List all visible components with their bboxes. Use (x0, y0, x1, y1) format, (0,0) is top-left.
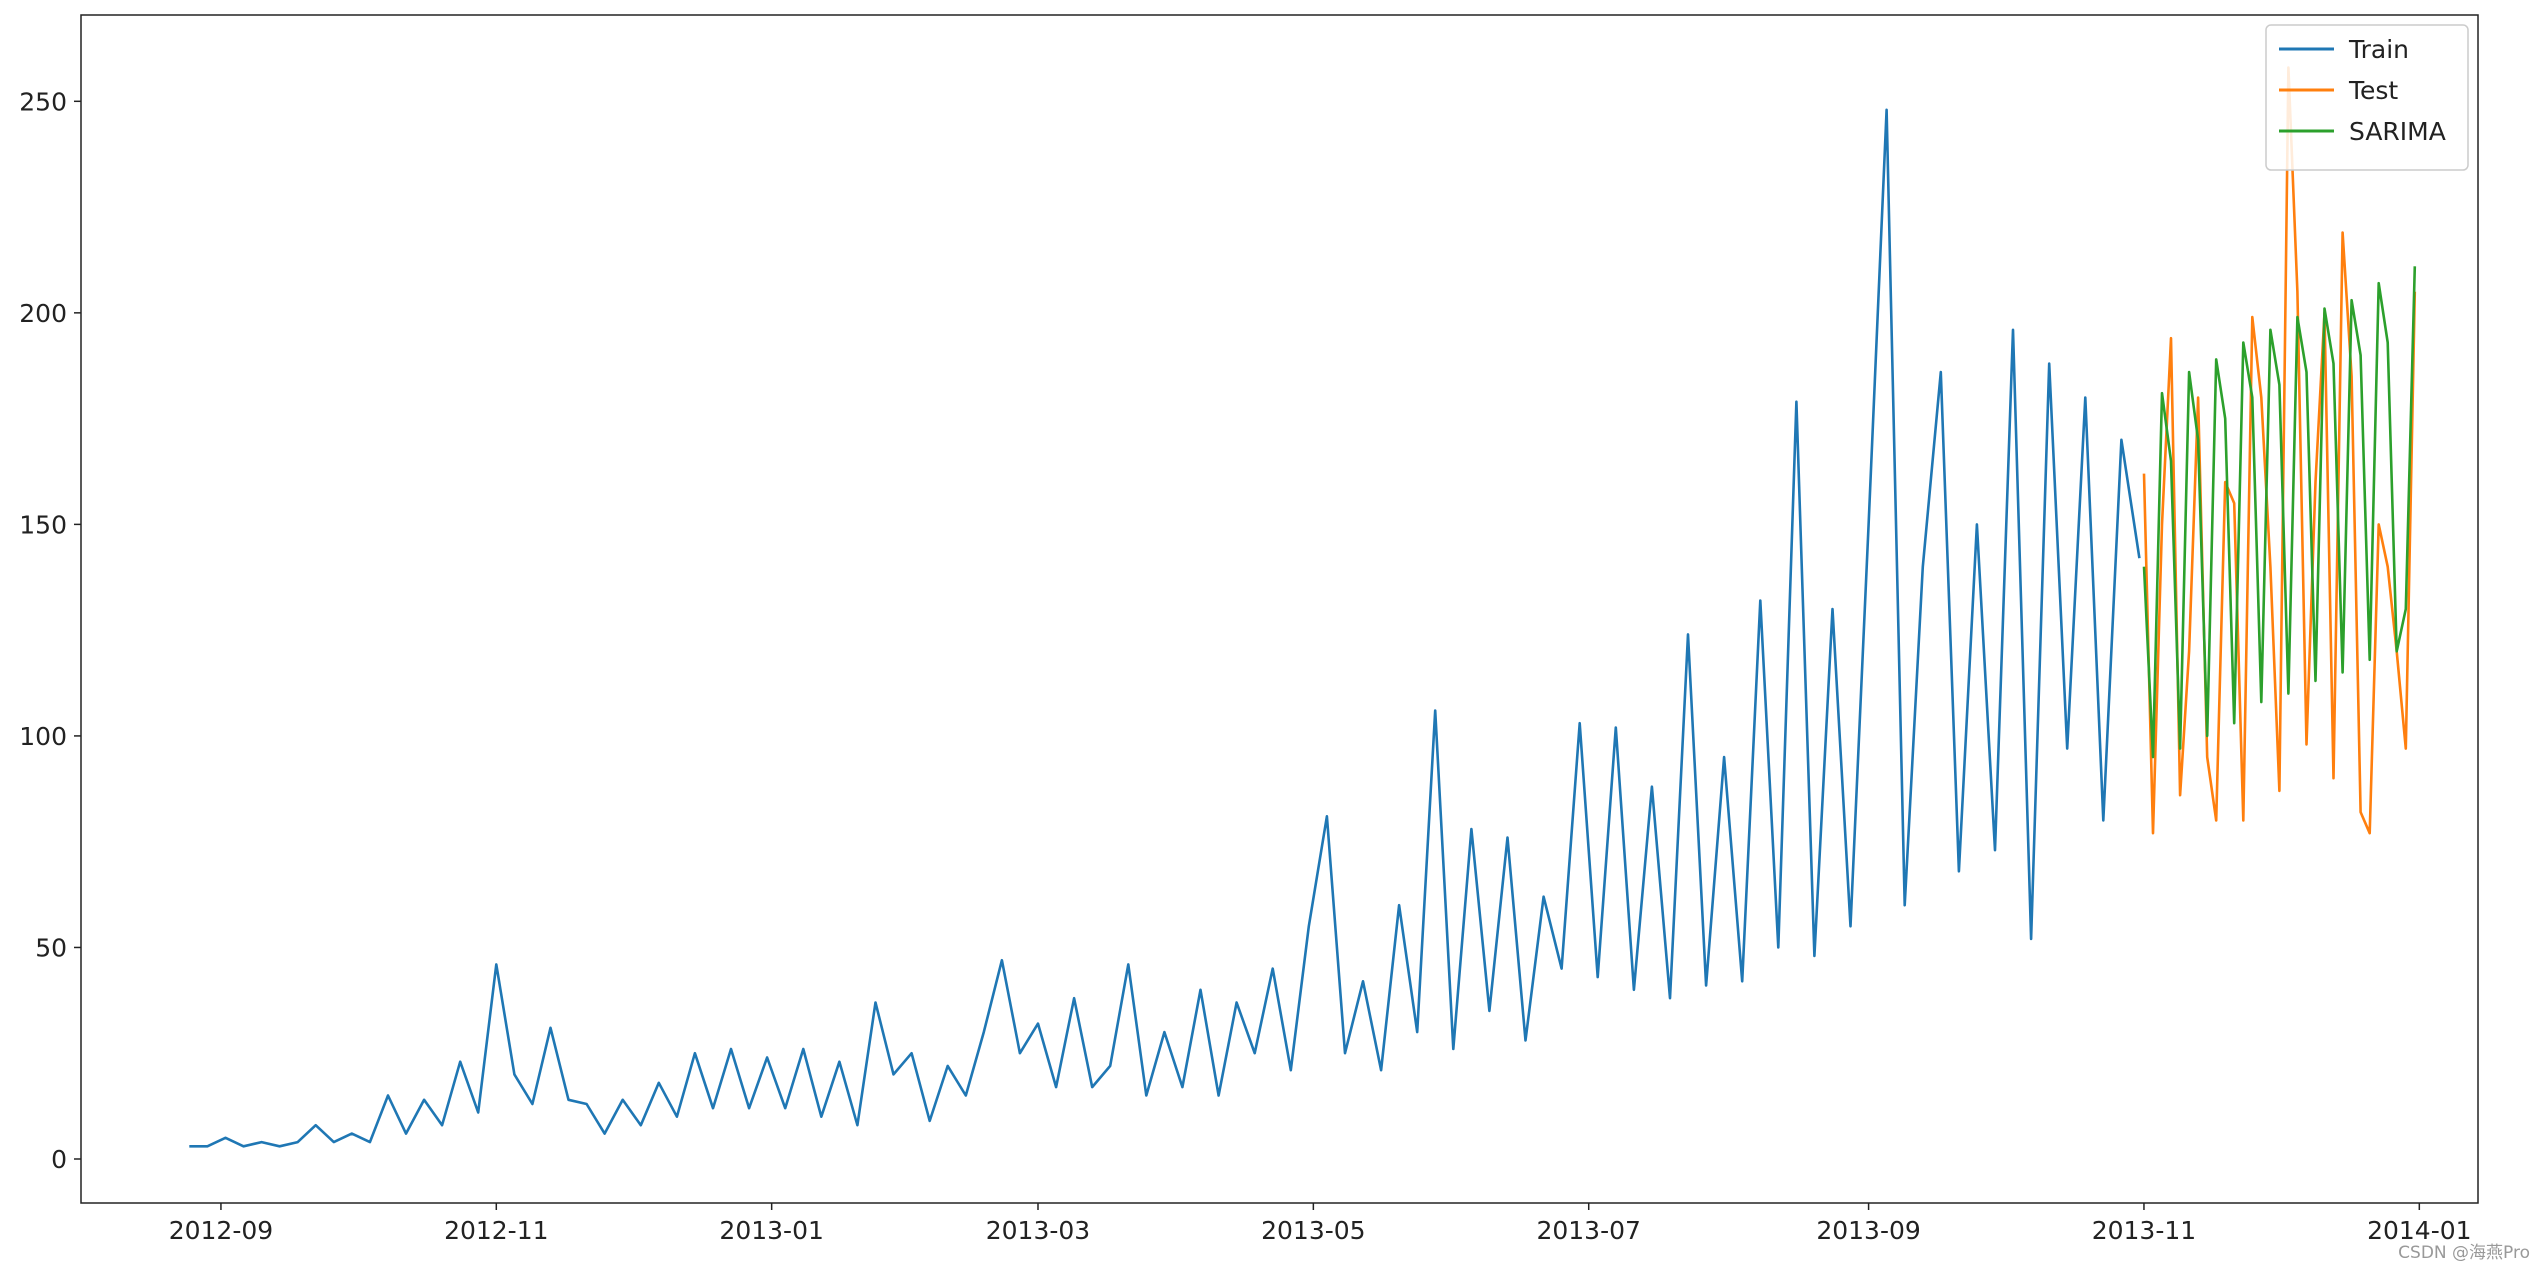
x-tick-label: 2013-03 (986, 1216, 1090, 1245)
series-line (2142, 266, 2417, 759)
y-tick-label: 0 (51, 1145, 67, 1174)
x-tick-label: 2013-07 (1536, 1216, 1640, 1245)
series-line (2142, 66, 2417, 835)
watermark: CSDN @海燕Pro (2398, 1243, 2530, 1263)
x-tick-label: 2012-11 (444, 1216, 548, 1245)
y-tick-label: 250 (19, 87, 67, 116)
x-tick-label: 2013-05 (1261, 1216, 1365, 1245)
x-tick-label: 2013-09 (1816, 1216, 1920, 1245)
y-tick-label: 200 (19, 299, 67, 328)
y-tick-label: 150 (19, 510, 67, 539)
legend-box (2265, 24, 2469, 171)
y-tick-label: 100 (19, 722, 67, 751)
x-tick-label: 2012-09 (169, 1216, 273, 1245)
x-tick-label: 2013-11 (2092, 1216, 2196, 1245)
legend-label: Train (2348, 35, 2409, 64)
x-tick-label: 2013-01 (719, 1216, 823, 1245)
x-tick-label: 2014-01 (2367, 1216, 2471, 1245)
series-line (189, 108, 2141, 1148)
legend-label: SARIMA (2349, 117, 2446, 146)
y-tick-label: 50 (35, 933, 67, 962)
legend-label: Test (2348, 76, 2398, 105)
plot-frame (80, 14, 2479, 1204)
